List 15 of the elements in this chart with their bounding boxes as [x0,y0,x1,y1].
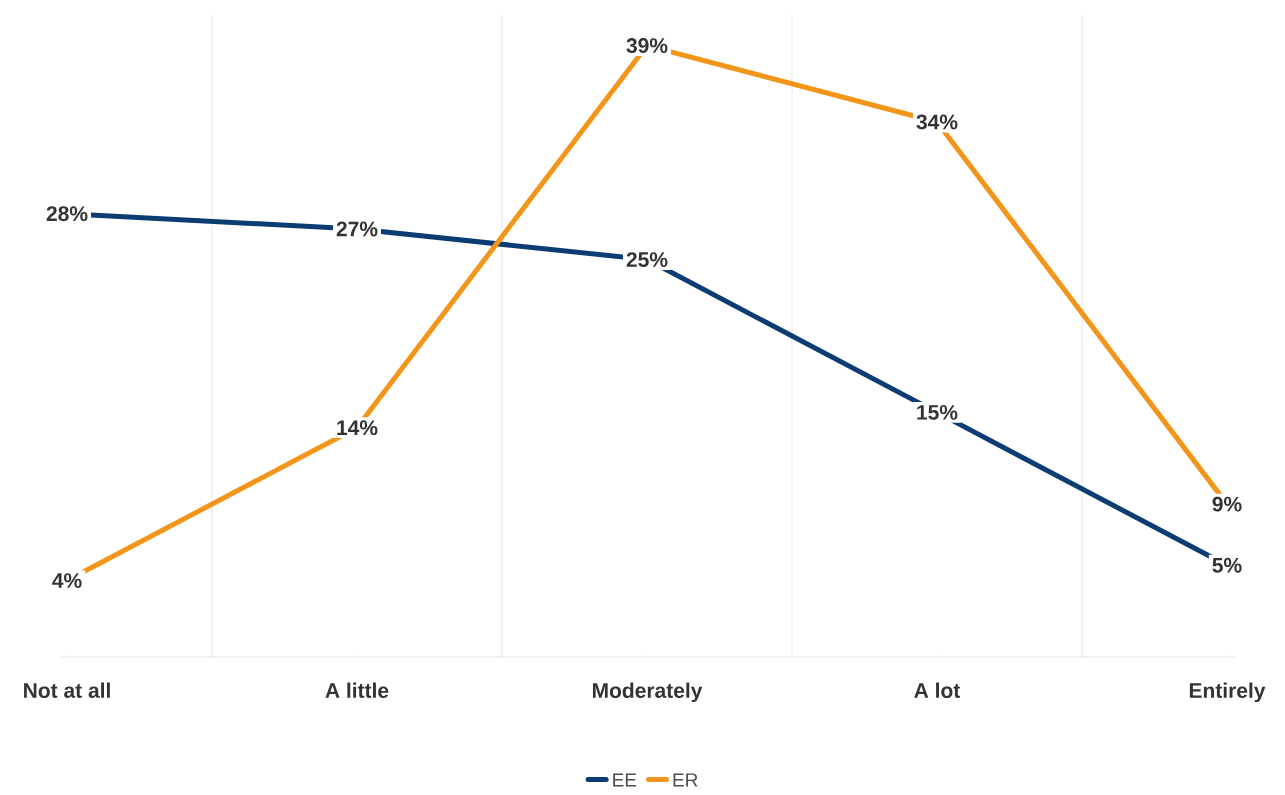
legend-label: EE [613,773,637,787]
data-label: 27% [336,221,378,237]
x-tick-label: A little [325,682,389,698]
x-tick-label: Not at all [24,682,110,698]
x-tick-label: Moderately [592,682,703,703]
legend-label: ER [673,773,698,787]
data-label: 25% [626,252,668,267]
data-label: 9% [1212,496,1242,512]
data-label: 34% [916,114,958,130]
data-label: 39% [626,38,668,53]
x-tick-label: A lot [914,682,961,698]
x-tick-label: Entirely [1189,682,1266,703]
data-label: 28% [46,206,88,222]
data-label: 15% [917,405,958,420]
data-label: 14% [337,420,378,436]
